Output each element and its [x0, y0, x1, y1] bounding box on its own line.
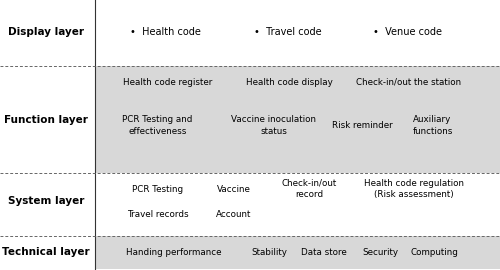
Bar [95, 236, 500, 269]
Text: Technical layer: Technical layer [2, 247, 90, 258]
Text: System layer: System layer [8, 196, 84, 206]
Text: PCR Testing and
effectiveness: PCR Testing and effectiveness [122, 116, 192, 136]
Text: •  Venue code: • Venue code [373, 27, 442, 38]
Text: Health code regulation
(Risk assessment): Health code regulation (Risk assessment) [364, 179, 464, 199]
Text: Account: Account [216, 210, 252, 219]
Text: Display layer: Display layer [8, 27, 84, 38]
Text: Check-in/out
record: Check-in/out record [282, 179, 337, 199]
Text: •  Health code: • Health code [130, 27, 200, 38]
Text: PCR Testing: PCR Testing [132, 184, 183, 194]
Text: Computing: Computing [410, 248, 458, 257]
Bar [95, 66, 500, 173]
Text: Function layer: Function layer [4, 115, 88, 125]
Text: Risk reminder: Risk reminder [332, 121, 393, 130]
Text: Vaccine: Vaccine [217, 184, 251, 194]
Text: Data store: Data store [301, 248, 347, 257]
Text: Stability: Stability [251, 248, 287, 257]
Text: Auxiliary
functions: Auxiliary functions [412, 116, 453, 136]
Text: Handing performance: Handing performance [126, 248, 222, 257]
Text: Health code display: Health code display [246, 78, 332, 87]
Text: Security: Security [362, 248, 398, 257]
Text: Check-in/out the station: Check-in/out the station [356, 78, 462, 87]
Text: Vaccine inoculation
status: Vaccine inoculation status [231, 116, 316, 136]
Text: •  Travel code: • Travel code [254, 27, 322, 38]
Text: Travel records: Travel records [126, 210, 188, 219]
Text: Health code register: Health code register [123, 78, 212, 87]
